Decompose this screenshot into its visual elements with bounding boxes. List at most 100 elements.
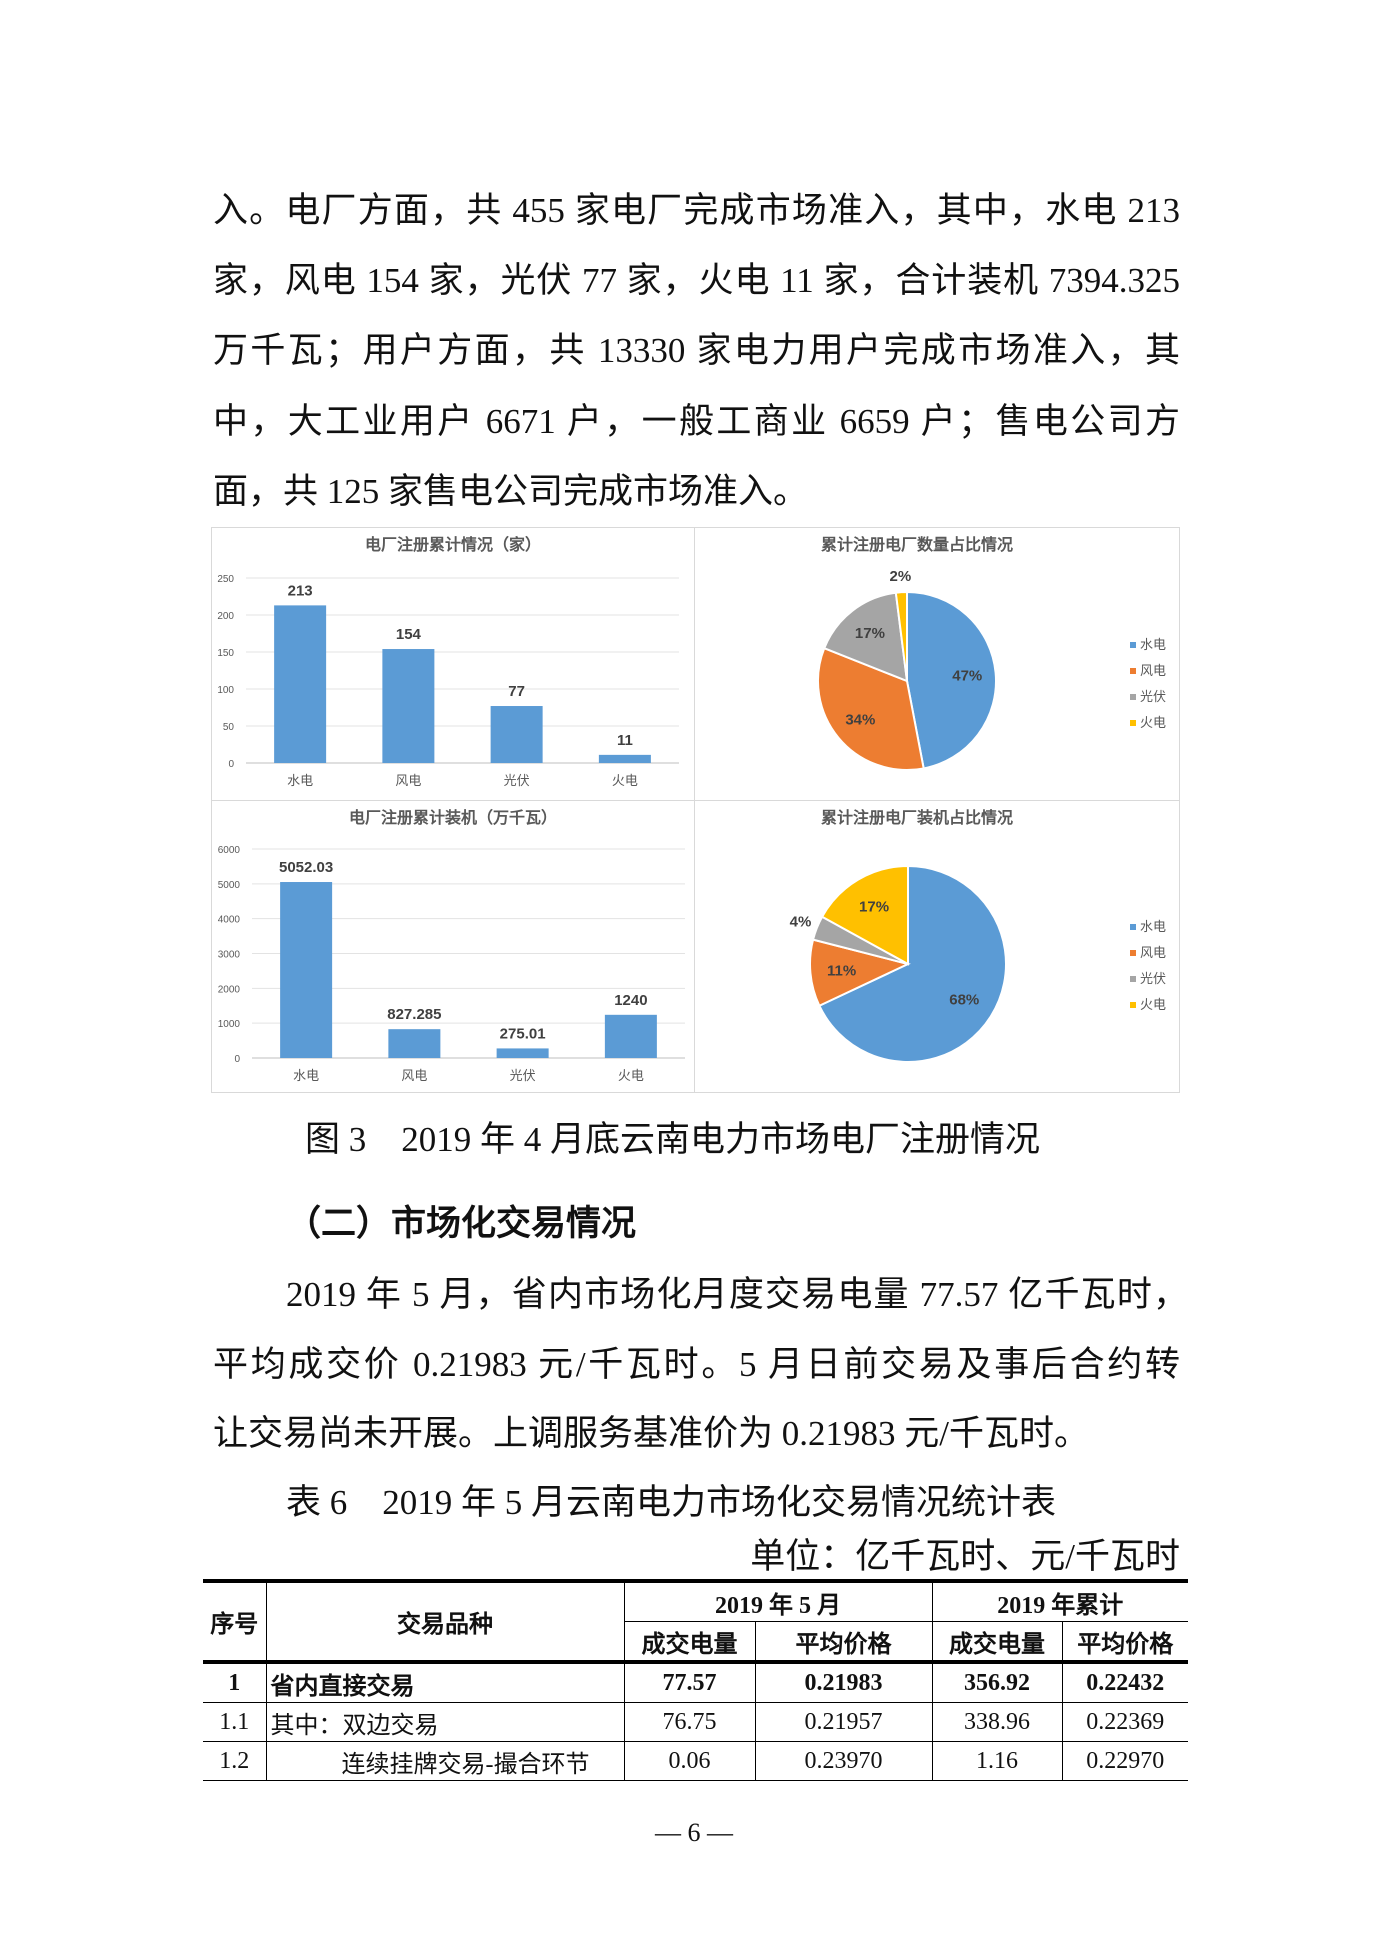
figure-caption: 图 3 2019 年 4 月底云南电力市场电厂注册情况 [305,1120,1041,1159]
y-tick-label: 3000 [218,950,241,961]
y-tick-label: 200 [217,611,234,622]
bar [382,649,435,763]
table-row: 1 省内直接交易 77.57 0.21983 356.92 0.22432 [203,1661,1188,1703]
legend-swatch [1130,694,1136,700]
legend-label: 火电 [1140,715,1166,730]
bar-chart-plant-capacity: 电厂注册累计装机（万千瓦） 0 1000 2000 3000 4000 5000 6000 50… [211,800,695,1093]
data-label: 34% [845,712,875,729]
header-volume: 成交电量 [931,1621,1063,1664]
y-tick-label: 0 [228,759,234,770]
y-tick-label: 5000 [218,880,241,891]
header-price: 平均价格 [1061,1621,1188,1664]
pie-slice [809,938,911,1008]
page-number: — 6 — [655,1818,733,1847]
y-tick-label: 4000 [218,915,241,926]
y-tick-label: 100 [217,685,234,696]
x-tick-label: 风电 [395,773,421,788]
legend-swatch [1130,1002,1136,1008]
text-line: 让交易尚未开展。上调服务基准价为 0.21983 元/千瓦时。 [213,1414,1089,1453]
x-tick-label: 风电 [401,1068,427,1083]
cell-month-price: 0.21957 [754,1702,933,1742]
text-line: 面，共 125 家售电公司完成市场准入。 [213,472,809,511]
header-may-2019: 2019 年 5 月 [623,1580,933,1622]
legend-swatch [1130,950,1136,956]
bar [280,882,333,1058]
table-row: 1.1 其中：双边交易 76.75 0.21957 338.96 0.22369 [203,1702,1188,1742]
cell-month-volume: 77.57 [623,1661,756,1703]
header-2019-cumulative: 2019 年累计 [931,1580,1188,1622]
bar [388,1029,441,1058]
data-label: 11 [617,732,633,749]
cell-year-volume: 356.92 [931,1661,1063,1703]
header-type: 交易品种 [265,1580,625,1664]
y-tick-label: 2000 [218,984,241,995]
text-line: 万千瓦；用户方面，共 13330 家电力用户完成市场准入，其 [213,331,1180,370]
x-tick-label: 水电 [287,773,313,788]
cell-seq: 1 [203,1661,267,1703]
x-tick-label: 火电 [618,1068,644,1083]
cell-seq: 1.2 [203,1741,267,1781]
bar [604,1014,657,1058]
text-line: 中，大工业用户 6671 户，一般工商业 6659 户；售电公司方 [213,402,1180,441]
pie-chart-plant-capacity-share: 累计注册电厂装机占比情况 68% 11% 4% 17% 水电 风电 光伏 火电 [694,800,1180,1093]
cell-month-volume: 76.75 [623,1702,756,1742]
chart-title: 电厂注册累计装机（万千瓦） [349,808,557,827]
table-title: 表 6 2019 年 5 月云南电力市场化交易情况统计表 [286,1483,1057,1522]
cell-year-volume: 1.16 [931,1741,1063,1781]
cell-month-volume: 0.06 [623,1741,756,1781]
pie-slice [822,591,909,683]
cell-year-price: 0.22970 [1061,1741,1188,1781]
cell-year-price: 0.22369 [1061,1702,1188,1742]
legend-label: 风电 [1140,945,1166,960]
cell-name: 其中：双边交易 [265,1702,625,1742]
table-unit: 单位：亿千瓦时、元/千瓦时 [750,1537,1180,1576]
data-label: 68% [949,992,979,1009]
data-label: 77 [508,683,525,700]
chart-title: 累计注册电厂数量占比情况 [821,535,1013,554]
header-price: 平均价格 [754,1621,933,1664]
cell-year-volume: 338.96 [931,1702,1063,1742]
text-line: 家，风电 154 家，光伏 77 家，火电 11 家，合计装机 7394.325 [213,261,1180,300]
y-tick-label: 250 [217,574,234,585]
section-heading: （二）市场化交易情况 [286,1204,637,1243]
data-label: 275.01 [500,1025,546,1042]
data-label: 1240 [614,992,647,1009]
cell-seq: 1.1 [203,1702,267,1742]
data-label: 17% [859,899,889,916]
data-label: 11% [827,962,856,979]
trading-statistics-table: 序号 交易品种 2019 年 5 月 2019 年累计 成交电量 平均价格 成交… [203,1579,1188,1781]
legend-label: 光伏 [1140,971,1166,986]
pie-slice [820,864,909,966]
data-label: 154 [396,626,422,643]
bar-chart-plant-count: 电厂注册累计情况（家） 0 50 100 150 200 250 213 水电 154 风电 77 光伏… [211,527,695,801]
y-tick-label: 150 [217,648,234,659]
bar [496,1048,549,1058]
data-label: 47% [952,667,982,684]
bar [598,754,651,763]
table-row: 1.2 连续挂牌交易-撮合环节 0.06 0.23970 1.16 0.2297… [203,1741,1188,1781]
header-volume: 成交电量 [624,1621,756,1664]
pie-slice [906,590,997,770]
y-tick-label: 50 [223,722,235,733]
chart-title: 电厂注册累计情况（家） [365,535,541,554]
legend-swatch [1130,720,1136,726]
header-seq: 序号 [203,1580,267,1664]
x-tick-label: 火电 [612,773,638,788]
legend-label: 火电 [1140,997,1166,1012]
pie-slice [817,646,925,771]
text-line: 平均成交价 0.21983 元/千瓦时。5 月日前交易及事后合约转 [213,1345,1180,1384]
cell-month-price: 0.21983 [754,1661,933,1703]
cell-name: 连续挂牌交易-撮合环节 [265,1741,625,1781]
legend-label: 水电 [1140,919,1166,934]
text-line: 入。电厂方面，共 455 家电厂完成市场准入，其中，水电 213 [213,191,1180,230]
cell-name: 省内直接交易 [265,1661,625,1703]
data-label: 2% [890,568,912,585]
cell-month-price: 0.23970 [754,1741,933,1781]
y-tick-label: 6000 [218,845,241,856]
pie-slice [894,590,908,682]
data-label: 827.285 [387,1006,441,1023]
legend-swatch [1130,668,1136,674]
legend-swatch [1130,976,1136,982]
data-label: 4% [790,913,812,930]
legend-swatch [1130,924,1136,930]
